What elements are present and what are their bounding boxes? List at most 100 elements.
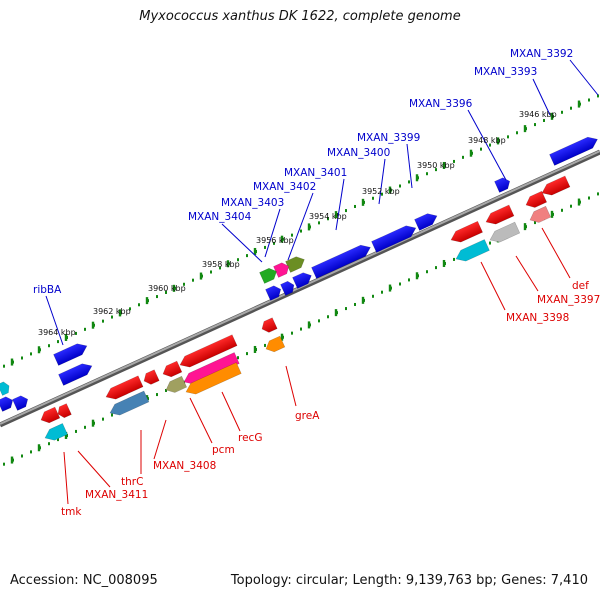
forward-leader-line xyxy=(406,143,413,189)
outer-track-major-tick xyxy=(496,137,500,145)
inner-track-dot xyxy=(246,352,248,356)
forward-gene-arrow xyxy=(0,381,10,396)
outer-track-dot xyxy=(246,254,248,258)
outer-track-dot xyxy=(345,209,347,213)
inner-track-dot xyxy=(48,442,50,446)
outer-track-major-tick xyxy=(280,235,284,243)
inner-track-dot xyxy=(237,356,239,360)
outer-track-dot xyxy=(408,180,410,184)
forward-gene-arrow xyxy=(285,256,305,273)
reverse-gene-arrow xyxy=(525,190,548,208)
inner-track-dot xyxy=(354,302,356,306)
outer-track-dot xyxy=(300,229,302,233)
forward-leader-line xyxy=(45,295,64,346)
inner-track-major-tick xyxy=(442,259,446,267)
inner-track-major-tick xyxy=(388,284,392,292)
outer-track-dot xyxy=(264,245,266,249)
map-title: Myxococcus xanthus DK 1622, complete gen… xyxy=(139,9,461,24)
forward-gene-arrow xyxy=(12,395,29,411)
inner-track-dot xyxy=(156,393,158,397)
forward-gene-arrow xyxy=(0,396,14,412)
outer-track-dot xyxy=(507,135,509,139)
forward-gene-label: MXAN_3404 xyxy=(188,211,252,223)
kbp-tick-label: 3954 kbp xyxy=(309,212,347,221)
outer-track-major-tick xyxy=(523,125,527,133)
reverse-gene-arrow xyxy=(261,317,278,333)
outer-track-dot xyxy=(156,295,158,299)
forward-gene-arrow xyxy=(273,262,290,278)
outer-track-dot xyxy=(327,217,329,221)
reverse-gene-arrow xyxy=(57,403,72,419)
inner-track-major-tick xyxy=(91,419,95,427)
forward-gene-label: ribBA xyxy=(33,284,62,296)
reverse-gene-arrow xyxy=(185,362,242,395)
inner-track-dot xyxy=(291,331,293,335)
inner-track-dot xyxy=(345,307,347,311)
reverse-leader-line xyxy=(63,451,69,505)
inner-track-dot xyxy=(408,278,410,282)
forward-gene-arrow xyxy=(311,244,371,279)
outer-track-dot xyxy=(192,278,194,282)
genome-backbone-highlight xyxy=(0,150,600,425)
reverse-leader-line xyxy=(221,391,241,432)
outer-track-dot xyxy=(75,331,77,335)
kbp-tick-label: 3962 kbp xyxy=(93,307,131,316)
outer-track-dot xyxy=(462,155,464,159)
outer-track-dot xyxy=(273,241,275,245)
reverse-gene-arrow xyxy=(265,335,286,353)
outer-track-major-tick xyxy=(10,358,14,366)
outer-track-major-tick xyxy=(118,309,122,317)
reverse-leader-line xyxy=(541,227,571,279)
forward-gene-label: MXAN_3400 xyxy=(327,147,390,159)
reverse-gene-label: recG xyxy=(238,432,262,444)
outer-track-dot xyxy=(30,352,32,356)
kbp-tick-label: 3964 kbp xyxy=(38,328,76,337)
inner-track-dot xyxy=(300,327,302,331)
outer-track-dot xyxy=(489,143,491,147)
reverse-leader-line xyxy=(480,261,506,311)
inner-track-major-tick xyxy=(550,210,554,218)
outer-track-dot xyxy=(516,131,518,135)
reverse-leader-line xyxy=(189,397,213,444)
forward-gene-label: MXAN_3401 xyxy=(284,167,347,179)
inner-track-dot xyxy=(534,221,536,225)
inner-track-dot xyxy=(561,208,563,212)
outer-track-major-tick xyxy=(91,321,95,329)
outer-track-major-tick xyxy=(199,272,203,280)
reverse-gene-label: thrC xyxy=(121,476,143,488)
outer-track-major-tick xyxy=(577,100,581,108)
outer-track-major-tick xyxy=(469,149,473,157)
reverse-gene-arrow xyxy=(450,220,483,243)
outer-track-dot xyxy=(588,98,590,102)
inner-track-major-tick xyxy=(334,309,338,317)
outer-track-dot xyxy=(210,270,212,274)
outer-track-dot xyxy=(381,192,383,196)
outer-track-dot xyxy=(543,118,545,122)
outer-track-dot xyxy=(318,221,320,225)
outer-track-dot xyxy=(84,327,86,331)
forward-gene-arrow xyxy=(58,363,93,386)
forward-gene-arrow xyxy=(494,177,511,193)
outer-track-dot xyxy=(111,315,113,319)
outer-track-major-tick xyxy=(145,297,149,305)
inner-track-dot xyxy=(588,196,590,200)
reverse-leader-line xyxy=(153,419,167,460)
inner-track-major-tick xyxy=(10,456,14,464)
forward-leader-line xyxy=(287,192,314,261)
kbp-tick-label: 3958 kbp xyxy=(202,260,240,269)
forward-gene-label: MXAN_3403 xyxy=(221,197,284,209)
inner-track-dot xyxy=(318,319,320,323)
outer-track-dot xyxy=(354,204,356,208)
reverse-gene-label: def xyxy=(572,280,589,292)
outer-track-dot xyxy=(48,344,50,348)
inner-track-dot xyxy=(597,192,599,196)
forward-leader-line xyxy=(378,158,386,205)
forward-gene-arrow xyxy=(371,225,417,253)
inner-track-major-tick xyxy=(37,444,41,452)
reverse-gene-label: pcm xyxy=(212,444,235,456)
reverse-gene-arrow xyxy=(109,390,150,416)
outer-track-major-tick xyxy=(253,247,257,255)
outer-track-major-tick xyxy=(334,211,338,219)
forward-gene-arrow xyxy=(259,267,277,284)
